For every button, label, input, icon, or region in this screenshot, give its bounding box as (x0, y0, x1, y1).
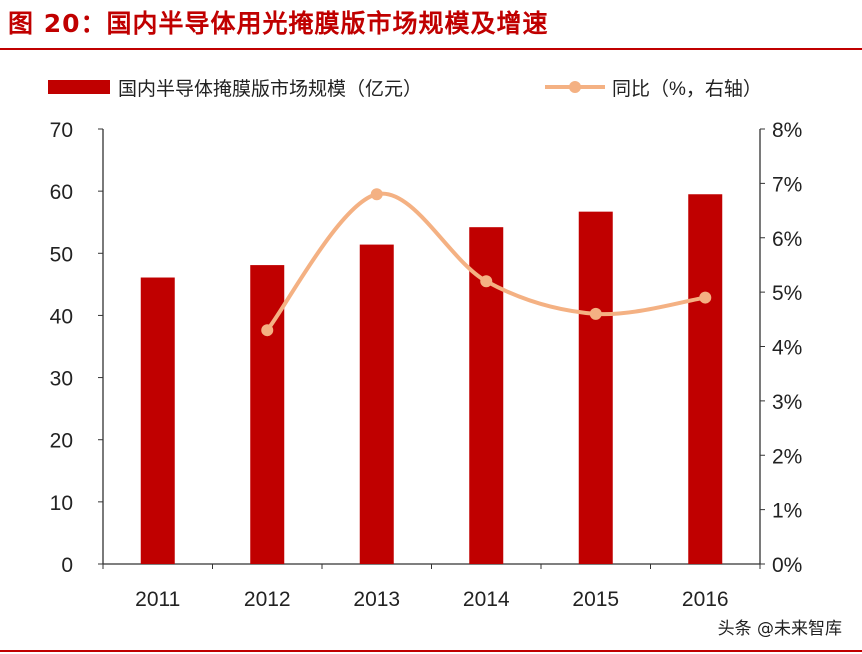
bar-2013 (359, 244, 394, 565)
x-tick-label: 2013 (353, 588, 400, 611)
left-tick-label: 0 (61, 554, 73, 577)
bottom-rule (0, 650, 862, 652)
watermark: 头条 @未来智库 (717, 619, 842, 639)
right-tick-label: 0% (772, 554, 802, 577)
legend-line-label: 同比（%，右轴） (612, 78, 762, 100)
left-tick-label: 10 (50, 492, 73, 515)
left-tick-label: 70 (50, 119, 73, 142)
figure-title: 图 20：国内半导体用光掩膜版市场规模及增速 (8, 9, 549, 38)
yoy-point-2014 (480, 275, 493, 288)
x-tick-label: 2016 (682, 588, 729, 611)
x-tick-label: 2014 (463, 588, 510, 611)
x-tick-label: 2011 (135, 588, 180, 611)
bar-2016 (688, 194, 723, 564)
title-rule (0, 48, 862, 50)
bar-2015 (578, 211, 613, 564)
legend-bar-label: 国内半导体掩膜版市场规模（亿元） (118, 78, 422, 100)
right-tick-label: 8% (772, 119, 802, 142)
left-tick-label: 60 (50, 181, 73, 204)
left-tick-label: 40 (50, 305, 73, 328)
yoy-point-2013 (370, 188, 383, 201)
yoy-line (265, 191, 706, 332)
right-tick-label: 3% (772, 391, 802, 414)
right-tick-label: 1% (772, 500, 802, 523)
yoy-point-2015 (589, 307, 602, 320)
yoy-point-2016 (699, 291, 712, 304)
left-tick-label: 20 (50, 430, 73, 453)
x-tick-label: 2012 (244, 588, 291, 611)
right-tick-label: 5% (772, 282, 802, 305)
left-tick-label: 30 (50, 368, 73, 391)
x-tick-label: 2015 (572, 588, 619, 611)
right-tick-label: 7% (772, 173, 802, 196)
right-tick-label: 4% (772, 337, 802, 360)
left-tick-label: 50 (50, 243, 73, 266)
right-tick-label: 6% (772, 228, 802, 251)
legend-line-marker (569, 81, 581, 93)
right-tick-label: 2% (772, 445, 802, 468)
legend-bar-swatch (48, 80, 110, 94)
yoy-point-2012 (261, 324, 274, 337)
bar-2011 (140, 277, 175, 564)
